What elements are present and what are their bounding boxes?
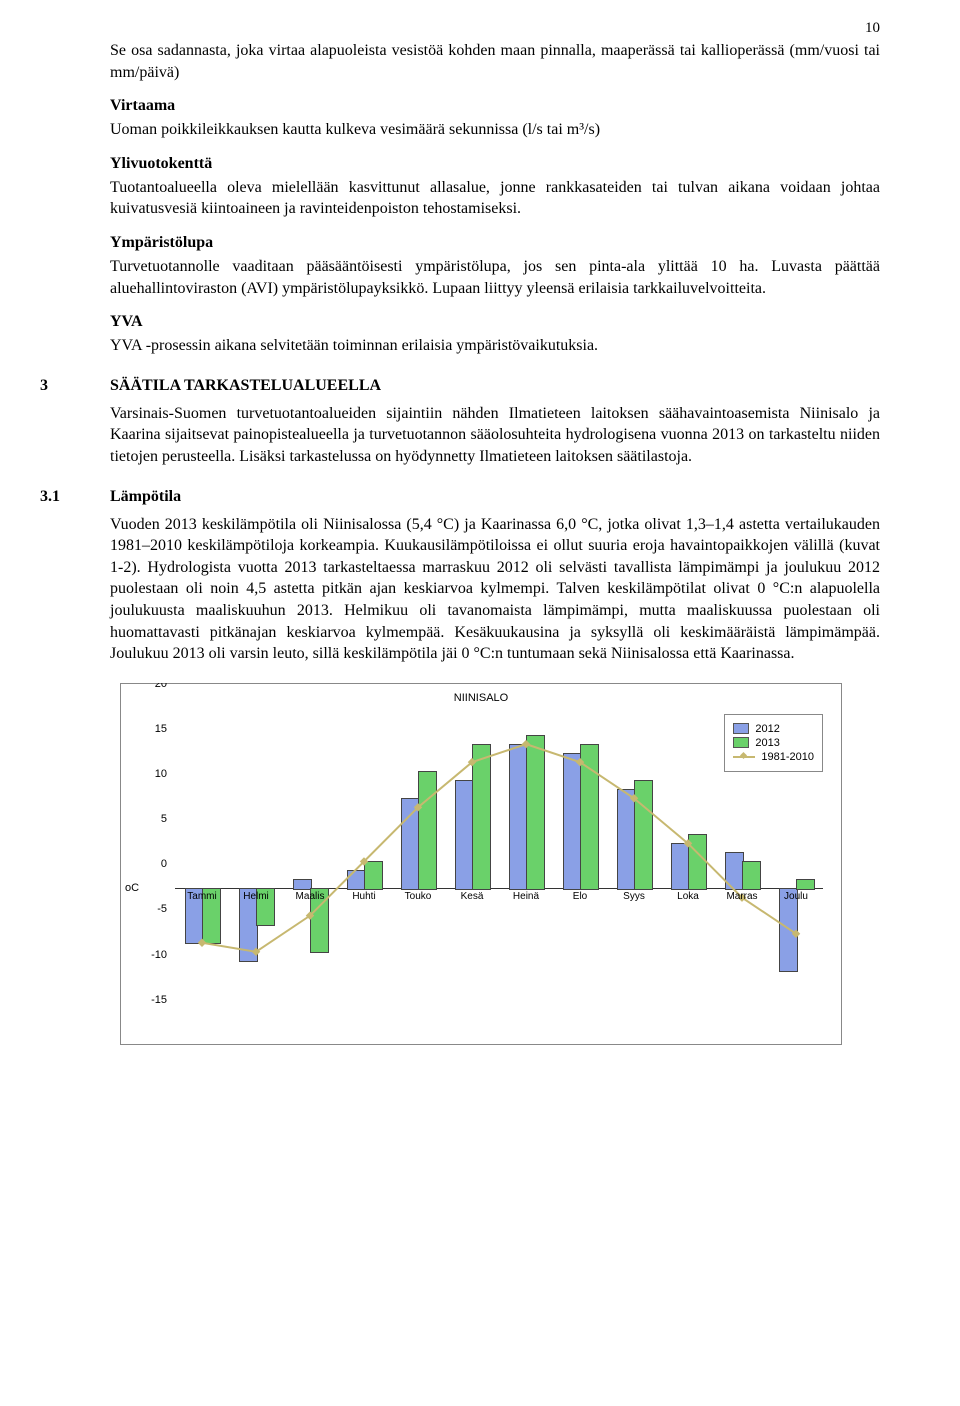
section-3-1-title: Lämpötila [110,488,181,506]
def-yva: YVA -prosessin aikana selvitetään toimin… [110,335,880,357]
chart-wrap: NIINISALO 2012 2013 1981-2010 -15-10-505… [110,683,880,1045]
x-tick-label: Maalis [296,891,325,1041]
y-tick-label: -5 [139,903,167,915]
y-tick-label: -15 [139,994,167,1006]
x-tick-label: Huhti [352,891,375,1041]
section-3-1-header: 3.1 Lämpötila [110,488,880,506]
niinisalo-chart: NIINISALO 2012 2013 1981-2010 -15-10-505… [120,683,842,1045]
y-unit-label: oC [125,882,139,894]
y-tick-label: 15 [139,723,167,735]
x-tick-label: Joulu [784,891,808,1041]
x-tick-label: Touko [405,891,432,1041]
x-tick-label: Syys [623,891,645,1041]
y-tick-label: 5 [139,813,167,825]
y-tick-label: 10 [139,768,167,780]
section-3-1-num: 3.1 [40,488,110,506]
chart-title: NIINISALO [454,692,508,704]
x-tick-label: Heinä [513,891,539,1041]
def-ylivuotokentta: Tuotantoalueella oleva mielellään kasvit… [110,177,880,220]
x-tick-label: Kesä [461,891,484,1041]
def-virtaama: Uoman poikkileikkauksen kautta kulkeva v… [110,119,880,141]
section-3-1-text: Vuoden 2013 keskilämpötila oli Niinisalo… [110,514,880,665]
term-ylivuotokentta: Ylivuotokenttä [110,155,880,173]
section-3-num: 3 [40,377,110,395]
y-tick-label: 20 [139,683,167,690]
term-ymparistolupa: Ympäristölupa [110,234,880,252]
section-3-header: 3 SÄÄTILA TARKASTELUALUEELLA [110,377,880,395]
x-tick-label: Helmi [243,891,269,1041]
x-tick-label: Tammi [187,891,216,1041]
term-virtaama: Virtaama [110,97,880,115]
x-tick-label: Loka [677,891,699,1041]
page: 10 Se osa sadannasta, joka virtaa alapuo… [0,0,960,1085]
page-number: 10 [865,20,880,37]
x-tick-label: Marras [726,891,757,1041]
y-tick-label: 0 [139,858,167,870]
y-tick-label: -10 [139,949,167,961]
def-text-intro: Se osa sadannasta, joka virtaa alapuolei… [110,40,880,83]
section-3-text: Varsinais-Suomen turvetuotantoalueiden s… [110,403,880,468]
def-ymparistolupa: Turvetuotannolle vaaditaan pääsääntöises… [110,256,880,299]
section-3-title: SÄÄTILA TARKASTELUALUEELLA [110,377,381,395]
x-tick-label: Elo [573,891,587,1041]
term-yva: YVA [110,313,880,331]
